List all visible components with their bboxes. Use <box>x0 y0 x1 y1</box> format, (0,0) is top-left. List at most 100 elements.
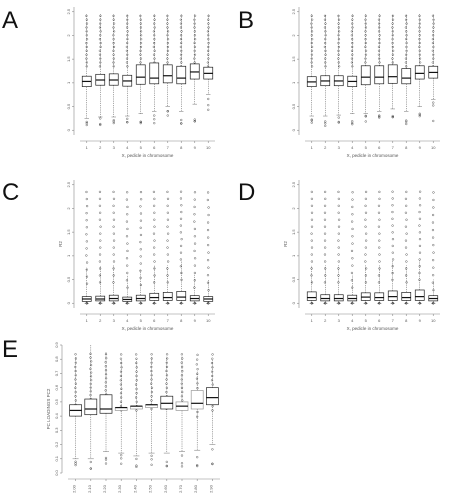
outlier-point <box>337 302 340 305</box>
outlier-point <box>193 57 196 60</box>
outlier-point <box>404 211 407 214</box>
outlier-point <box>119 383 122 386</box>
outlier-point <box>310 61 313 64</box>
outlier-point <box>405 22 408 25</box>
outlier-point <box>180 353 183 356</box>
x-tick-label: 2.70 <box>178 484 183 493</box>
outlier-point <box>112 14 115 17</box>
outlier-point <box>418 217 422 220</box>
x-tick-label: 2.50 <box>148 484 153 493</box>
outlier-point <box>405 218 408 221</box>
box-5 <box>135 14 146 125</box>
panel-letter: E <box>2 336 18 363</box>
outlier-point <box>364 34 367 37</box>
outlier-point <box>150 361 153 364</box>
outlier-point <box>99 22 102 25</box>
outlier-point <box>207 14 210 17</box>
y-tick-label: 0 <box>291 301 296 304</box>
outlier-point <box>391 116 394 119</box>
outlier-point <box>351 242 354 245</box>
outlier-point <box>418 30 421 33</box>
outlier-point <box>135 396 138 399</box>
outlier-point <box>104 389 107 392</box>
outlier-point <box>405 120 408 123</box>
x-tick-label: 3 <box>338 145 341 150</box>
outlier-point <box>85 22 89 25</box>
outlier-point <box>153 253 156 256</box>
x-tick-label: 5 <box>365 318 368 323</box>
outlier-point <box>104 369 108 372</box>
box-7 <box>387 190 398 305</box>
outlier-point <box>139 26 143 29</box>
outlier-point <box>338 30 341 33</box>
outlier-point <box>139 120 142 123</box>
outlier-point <box>150 353 153 356</box>
outlier-point <box>85 38 89 41</box>
outlier-point <box>432 289 435 292</box>
box-2.60 <box>160 353 174 468</box>
box-2.30 <box>114 353 128 465</box>
outlier-point <box>179 231 182 234</box>
outlier-point <box>150 399 153 402</box>
outlier-point <box>181 391 184 394</box>
outlier-point <box>126 38 129 41</box>
outlier-point <box>135 357 138 360</box>
outlier-point <box>337 267 340 270</box>
outlier-point <box>150 391 153 394</box>
outlier-point <box>207 289 210 292</box>
outlier-point <box>112 53 115 56</box>
outlier-point <box>207 236 210 239</box>
outlier-point <box>152 45 155 49</box>
outlier-point <box>74 370 77 373</box>
outlier-point <box>432 274 435 277</box>
outlier-point <box>180 278 183 281</box>
outlier-point <box>432 198 435 202</box>
outlier-point <box>431 61 434 64</box>
outlier-point <box>180 49 183 52</box>
outlier-point <box>153 122 156 125</box>
outlier-point <box>150 382 153 385</box>
outlier-point <box>104 381 107 384</box>
outlier-point <box>391 271 394 275</box>
x-tick-label: 9 <box>419 145 422 150</box>
outlier-point <box>351 257 354 260</box>
box-2 <box>95 190 106 305</box>
outlier-point <box>120 396 123 399</box>
x-tick-label: 2.20 <box>102 484 107 493</box>
outlier-point <box>135 379 138 382</box>
box-2.00 <box>69 353 82 467</box>
outlier-point <box>179 38 183 41</box>
outlier-point <box>166 26 169 29</box>
outlier-point <box>166 49 169 52</box>
outlier-point <box>378 232 381 235</box>
outlier-point <box>165 464 168 467</box>
outlier-point <box>180 454 184 457</box>
outlier-point <box>405 41 408 45</box>
outlier-point <box>378 246 381 249</box>
outlier-point <box>364 49 368 52</box>
outlier-point <box>324 302 327 305</box>
outlier-point <box>135 465 138 468</box>
x-tick-label: 7 <box>392 318 395 323</box>
outlier-point <box>126 18 129 21</box>
outlier-point <box>166 267 169 270</box>
box-rect <box>306 291 317 301</box>
outlier-point <box>207 259 210 262</box>
outlier-point <box>391 57 394 60</box>
outlier-point <box>432 244 435 247</box>
outlier-point <box>196 368 199 371</box>
outlier-point <box>323 232 327 235</box>
box-5 <box>135 191 146 305</box>
outlier-point <box>120 366 123 369</box>
outlier-point <box>99 232 102 235</box>
outlier-point <box>85 254 88 257</box>
outlier-point <box>378 253 381 256</box>
outlier-point <box>350 249 354 253</box>
outlier-point <box>150 458 153 461</box>
outlier-point <box>338 218 341 221</box>
box-rect <box>414 65 425 80</box>
outlier-point <box>180 118 183 122</box>
box-9 <box>414 190 425 305</box>
outlier-point <box>112 260 116 263</box>
x-tick-label: 4 <box>351 145 354 150</box>
